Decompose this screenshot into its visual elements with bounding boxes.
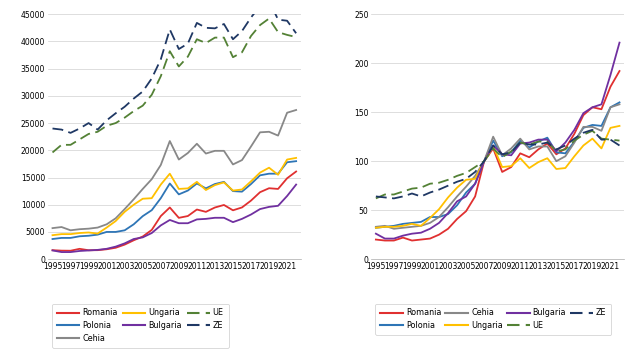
Legend: Romania, Polonia, Cehia, Ungaria, Bulgaria, UE, ZE: Romania, Polonia, Cehia, Ungaria, Bulgar… [376,304,611,335]
Legend: Romania, Polonia, Cehia, Ungaria, Bulgaria, UE, ZE: Romania, Polonia, Cehia, Ungaria, Bulgar… [52,304,228,348]
